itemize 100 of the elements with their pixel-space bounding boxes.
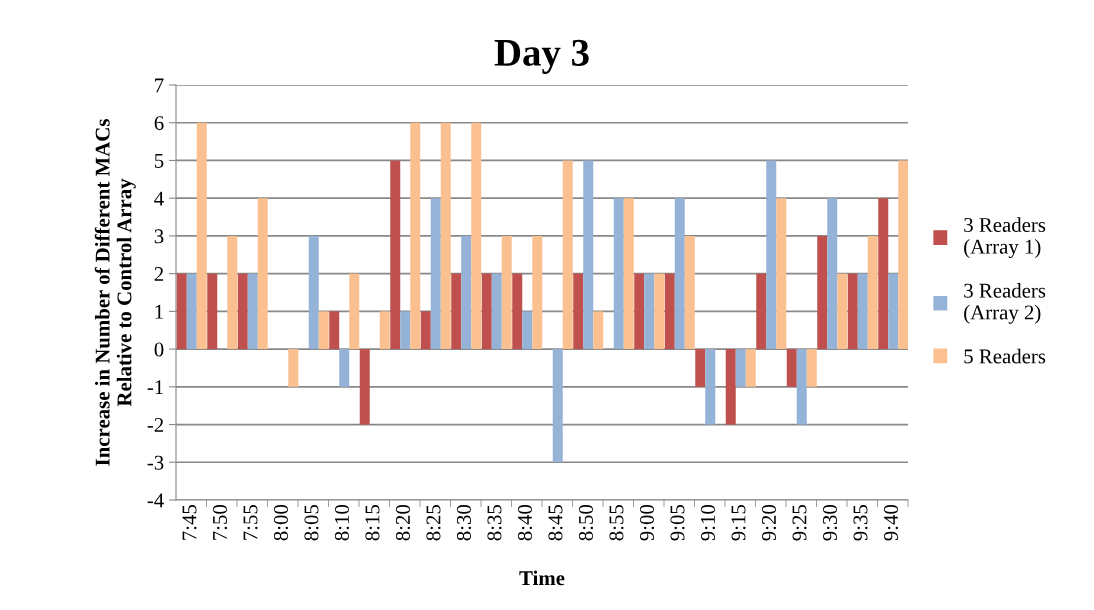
bar [176,273,187,350]
bar [705,349,716,425]
bar [725,349,736,425]
chart-title: Day 3 [494,39,589,74]
bar [613,198,624,350]
x-tick-label: 8:45 [548,504,563,541]
bar [867,235,878,350]
y-tick-label: -4 [147,493,164,508]
x-tick-label: 7:50 [212,504,228,540]
bar [817,235,828,350]
bar [644,273,655,350]
bar [481,273,492,350]
bar [847,273,858,350]
bar [573,273,584,350]
bar [349,273,360,350]
y-tick-label: -3 [147,455,164,470]
bar [440,122,451,350]
x-tick-label: 8:05 [304,504,319,541]
bar [654,273,665,350]
bar [806,349,817,387]
legend-label: 5 Readers [964,348,1046,364]
bar [207,273,218,350]
y-axis-title: Increase in Number of Different MACs Relative to Control Array [94,119,136,466]
x-tick-label: 9:15 [731,504,746,541]
y-tick-label: 2 [154,267,164,281]
x-tick-label: 9:10 [700,504,716,541]
bar [796,349,807,425]
x-tick-label: 8:55 [609,504,624,541]
y-tick-label: -2 [147,417,164,432]
bar [857,273,868,350]
bar [562,160,573,350]
bar [664,273,675,350]
bar [339,349,350,387]
bar [776,198,787,350]
bar [420,311,431,350]
bar [186,273,197,350]
y-tick-label: 5 [154,154,164,168]
bar [247,273,258,350]
bar [532,235,543,350]
y-tick-label: 6 [154,116,164,131]
x-tick-label: 8:30 [456,504,472,541]
x-tick-label: 7:45 [182,504,197,540]
y-tick-label: 4 [154,191,164,206]
bar [400,311,411,350]
bar [318,311,329,350]
y-tick-label: 3 [154,229,164,244]
x-tick-label: 8:15 [365,504,380,541]
x-tick-label: 8:10 [334,504,350,541]
bar [288,349,299,387]
y-tick-label: -1 [147,380,163,395]
y-tick-label: 1 [155,304,163,319]
bar [451,273,462,350]
bar [512,273,523,350]
bar [237,273,248,350]
bar [491,273,502,350]
legend-label: 3 Readers (Array 2) [964,283,1046,324]
bar [461,235,472,350]
x-tick-label: 9:00 [639,504,655,541]
bar [196,122,207,350]
bar [522,311,533,350]
bar [471,122,482,350]
x-tick-label: 9:25 [792,504,807,541]
bar [583,160,594,350]
x-tick-label: 9:05 [670,504,685,541]
x-tick-label: 9:30 [822,504,838,541]
bar [390,160,401,350]
x-tick-label: 9:35 [853,504,868,541]
bar [329,311,340,350]
bar [634,273,645,350]
x-tick-label: 8:20 [395,504,411,541]
bar [379,311,390,350]
x-tick-label: 8:40 [517,504,533,541]
bar [257,198,268,350]
bar [684,235,695,350]
x-tick-label: 7:55 [243,504,258,540]
bar [898,160,908,350]
y-tick-label: 0 [154,342,164,357]
bar [786,349,797,387]
bar [227,235,238,350]
bar [359,349,370,425]
bar [308,235,319,350]
y-tick-label: 7 [155,78,164,93]
legend-label: 3 Readers (Array 1) [964,217,1046,259]
x-tick-label: 8:50 [578,504,594,541]
bar [501,235,512,350]
x-tick-label: 8:00 [273,504,289,541]
x-tick-label: 9:40 [883,504,899,541]
bar [827,198,838,350]
bar [745,349,756,387]
bar [695,349,706,387]
x-tick-label: 8:25 [426,504,441,541]
x-axis-title: Time [519,570,565,586]
bar [430,198,441,350]
x-tick-label: 9:20 [761,504,777,541]
bar [623,198,634,350]
bar [735,349,746,387]
bar [552,349,563,463]
bar [593,311,604,350]
bar [837,273,848,350]
bar [674,198,685,350]
